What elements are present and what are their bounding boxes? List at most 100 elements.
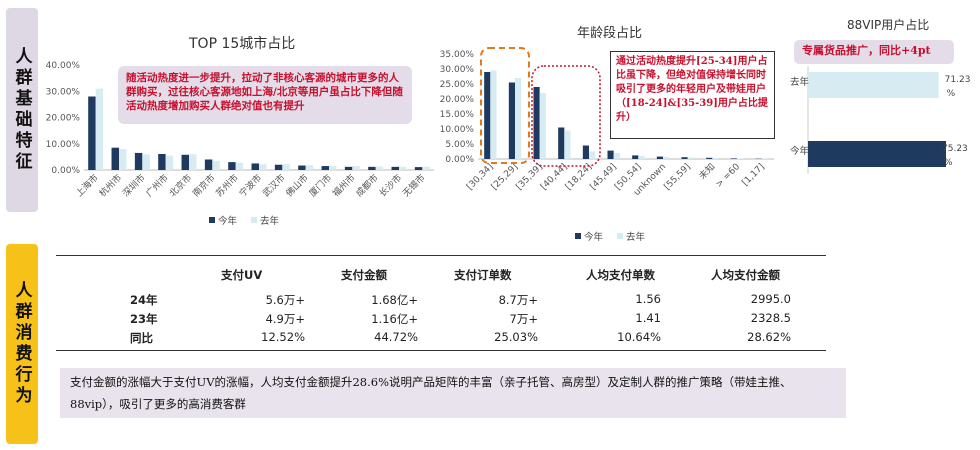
x-tick-label: 福州市 (330, 172, 358, 200)
bar-this-year (508, 82, 515, 159)
bar-last-year (564, 130, 571, 159)
bar-this-year (344, 166, 353, 170)
vip-chart-annotation: 专属货品推广，同比+4pt (794, 40, 954, 64)
bar-this-year (582, 145, 589, 159)
bar-this-year (558, 127, 565, 159)
vip-chart-svg: 去年 71.23% 今年 75.23% (790, 66, 971, 174)
summary-text: 支付金额的涨幅大于支付UV的涨幅，人均支付金额提升28.6%说明产品矩阵的丰富（… (60, 368, 846, 418)
x-tick-label: 苏州市 (213, 172, 241, 200)
bar-this-year (321, 166, 329, 170)
cell: 1.56 (635, 292, 661, 306)
category-label: 去年 (790, 76, 810, 88)
bar-this-year (298, 165, 306, 170)
vip-chart-title: 88VIP用户占比 (847, 18, 930, 32)
table-header-row: 支付UV 支付金额 支付订单数 人均支付单数 人均支付金额 (56, 264, 826, 284)
y-tick-label: 40.00% (46, 61, 81, 71)
y-tick-label: 20.00% (46, 114, 81, 124)
bar-this-year (204, 159, 213, 170)
age-share-chart: 年龄段占比 0.00% 5.00% 10.00% 15.00% 20.00% 25.00%… (440, 16, 785, 252)
section-label-behavior: 人群消费行为 (6, 244, 38, 444)
bar-last-year (375, 166, 384, 170)
bar-last-year (663, 156, 670, 159)
bar-this-year (391, 166, 399, 170)
bar-this-year (484, 72, 491, 159)
cell: 4.9万+ (265, 312, 305, 326)
bar-this-year (88, 96, 96, 170)
bar-last-year (329, 165, 337, 170)
data-label: 75.23 (942, 144, 968, 154)
row-label: 24年 (130, 293, 158, 307)
highlight-box-25-34 (480, 47, 530, 164)
x-tick-label: 武汉市 (260, 172, 288, 200)
bar-last-year (687, 157, 694, 159)
legend-swatch (617, 233, 623, 239)
cell: 1.16亿+ (371, 312, 418, 326)
bar-last-year (515, 78, 522, 159)
bar-last-year (589, 151, 596, 159)
x-tick-label: > =60 (714, 162, 742, 190)
bar-last-year (737, 158, 744, 159)
bar-this-year (251, 163, 259, 170)
x-tick-label: 无锡市 (400, 172, 428, 200)
x-tick-label: [45,49] (589, 162, 619, 192)
cell: 8.7万+ (498, 293, 538, 307)
bar-last-year (305, 165, 314, 170)
col-header-avg-amount: 人均支付金额 (711, 268, 780, 282)
x-tick-label: 深圳市 (120, 172, 148, 200)
highlight-box-35-39-18-24 (531, 65, 601, 167)
table-row: 23年 4.9万+ 1.16亿+ 7万+ 1.41 2328.5 (56, 308, 826, 328)
data-label: 71.23 (945, 75, 971, 85)
bar-last-year (165, 155, 174, 170)
x-tick-label: [30,34] (465, 162, 495, 192)
cell: 44.72% (374, 330, 418, 344)
age-chart-svg: 0.00% 5.00% 10.00% 15.00% 20.00% 25.00% 30.00%… (440, 47, 774, 243)
age-chart-title: 年龄段占比 (577, 26, 643, 41)
x-tick-label: 厦门市 (307, 172, 335, 200)
col-header-uv: 支付UV (221, 268, 263, 282)
y-tick-label: 20.00% (440, 95, 475, 105)
table-row: 24年 5.6万+ 1.68亿+ 8.7万+ 1.56 2995.0 (56, 289, 826, 309)
cell: 2995.0 (750, 292, 791, 306)
bar-this-year (632, 155, 639, 159)
bar-last-year (235, 162, 244, 170)
city-chart-svg: 0.00%10.00%20.00%30.00%40.00%上海市杭州市深圳市广州… (46, 61, 434, 227)
bar-last-year (142, 154, 150, 170)
cell: 7万+ (509, 312, 538, 326)
y-tick-label: 5.00% (445, 140, 474, 150)
bar-last-year (212, 160, 220, 170)
bar-this-year (656, 156, 663, 159)
row-label: 23年 (130, 312, 158, 326)
city-share-chart: TOP 15城市占比 0.00% 10.00% 20.00% 30.00% 40.00%… (44, 28, 444, 248)
bar-last-year (95, 88, 104, 170)
x-tick-label: 成都市 (353, 172, 381, 200)
x-tick-label: 长沙市 (377, 172, 405, 200)
y-tick-label: 25.00% (440, 80, 475, 90)
x-tick-label: 北京市 (167, 172, 195, 200)
legend-swatch (251, 217, 257, 223)
bar-this-year (158, 153, 166, 170)
bar-last-year (490, 70, 497, 159)
y-tick-label: 0.00% (445, 155, 474, 165)
col-header-amount: 支付金额 (341, 268, 387, 282)
x-tick-label: [1,17] (741, 162, 767, 188)
x-tick-label: 南京市 (190, 172, 218, 200)
bar-last-year (282, 164, 290, 170)
cell: 12.52% (261, 330, 305, 344)
section-label-demographics: 人群基础特征 (6, 8, 38, 212)
cell: 28.62% (747, 330, 791, 344)
bar-last-year (808, 72, 939, 98)
bar-this-year (607, 150, 614, 159)
category-label: 今年 (790, 145, 810, 157)
legend-swatch (575, 233, 581, 239)
bar-this-year (368, 166, 376, 170)
y-tick-label: 30.00% (46, 87, 81, 97)
city-chart-title: TOP 15城市占比 (189, 36, 296, 52)
y-tick-label: 35.00% (440, 50, 475, 60)
bar-this-year (181, 154, 189, 170)
data-label-unit: % (944, 158, 953, 168)
table-row: 同比 12.52% 44.72% 25.03% 10.64% 28.62% (56, 327, 826, 347)
cell: 25.03% (494, 330, 538, 344)
bar-this-year (706, 157, 713, 159)
bar-last-year (259, 164, 267, 170)
y-tick-label: 0.00% (51, 166, 80, 176)
